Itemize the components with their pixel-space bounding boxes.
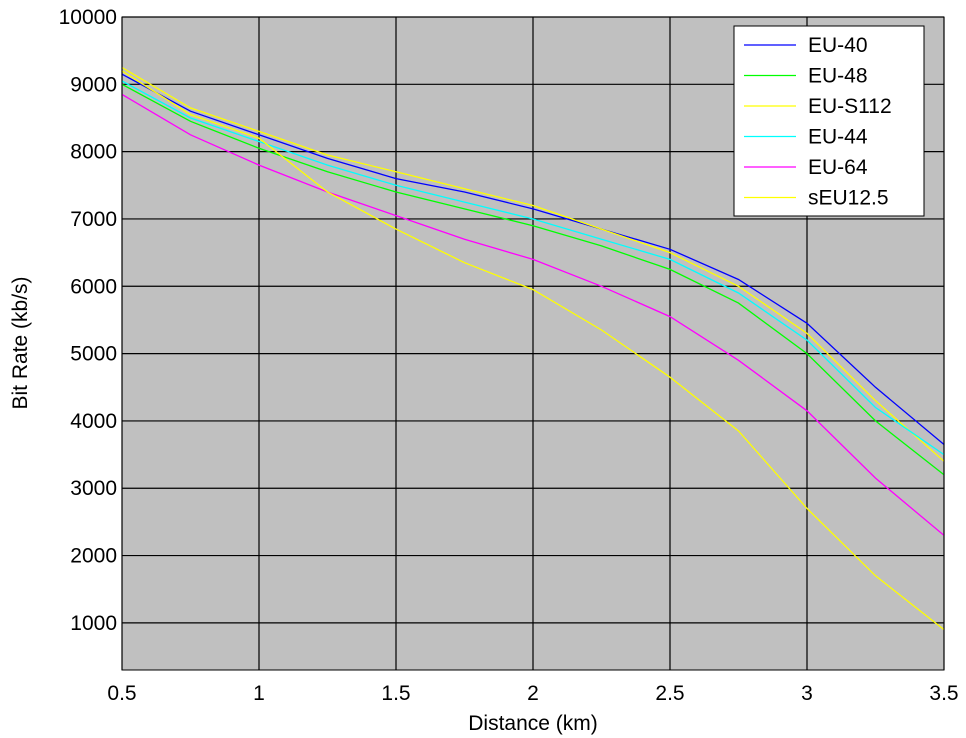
x-axis-label: Distance (km) (468, 712, 598, 735)
y-tick-label: 7000 (70, 208, 117, 231)
legend-label-eu-s112: EU-S112 (808, 95, 892, 118)
plot-border (121, 16, 945, 671)
x-tick-label: 0.5 (107, 682, 136, 705)
x-tick-label: 2.5 (655, 682, 684, 705)
y-tick-label: 1000 (70, 612, 117, 635)
x-tick-label: 3 (801, 682, 813, 705)
legend-label-eu-64: EU-64 (808, 156, 868, 179)
legend-label-eu-44: EU-44 (808, 126, 868, 149)
legend-label-seu12-5: sEU12.5 (808, 187, 889, 210)
x-tick-label: 2 (527, 682, 539, 705)
x-tick-label: 1 (253, 682, 265, 705)
series-line-seu12-5 (121, 70, 945, 631)
y-tick-label: 3000 (70, 477, 117, 500)
x-tick-label: 3.5 (929, 682, 958, 705)
y-tick-label: 5000 (70, 343, 117, 366)
series-line-eu-40 (121, 73, 945, 445)
legend: EU-40 EU-48 EU-S112 EU-44 EU-64 sEU12.5 (733, 25, 925, 217)
x-tick-label: 1.5 (381, 682, 410, 705)
y-tick-label: 8000 (70, 141, 117, 164)
series-line-eu-s112 (121, 66, 945, 462)
y-tick-label: 10000 (59, 6, 117, 29)
legend-label-eu-40: EU-40 (808, 34, 868, 57)
y-tick-label: 9000 (70, 73, 117, 96)
series-lines (121, 66, 945, 631)
y-axis-label: Bit Rate (kb/s) (9, 276, 32, 409)
y-tick-label: 4000 (70, 410, 117, 433)
legend-box (733, 25, 925, 217)
legend-label-eu-48: EU-48 (808, 65, 868, 88)
series-line-eu-64 (121, 93, 945, 536)
x-axis-ticks: 0.5 1 1.5 2 2.5 3 3.5 (107, 682, 958, 705)
series-line-eu-44 (121, 80, 945, 456)
y-tick-label: 6000 (70, 275, 117, 298)
y-axis-ticks: 1000 2000 3000 4000 5000 6000 7000 8000 9000 1000… (59, 6, 117, 635)
series-line-eu-48 (121, 83, 945, 476)
y-tick-label: 2000 (70, 545, 117, 568)
